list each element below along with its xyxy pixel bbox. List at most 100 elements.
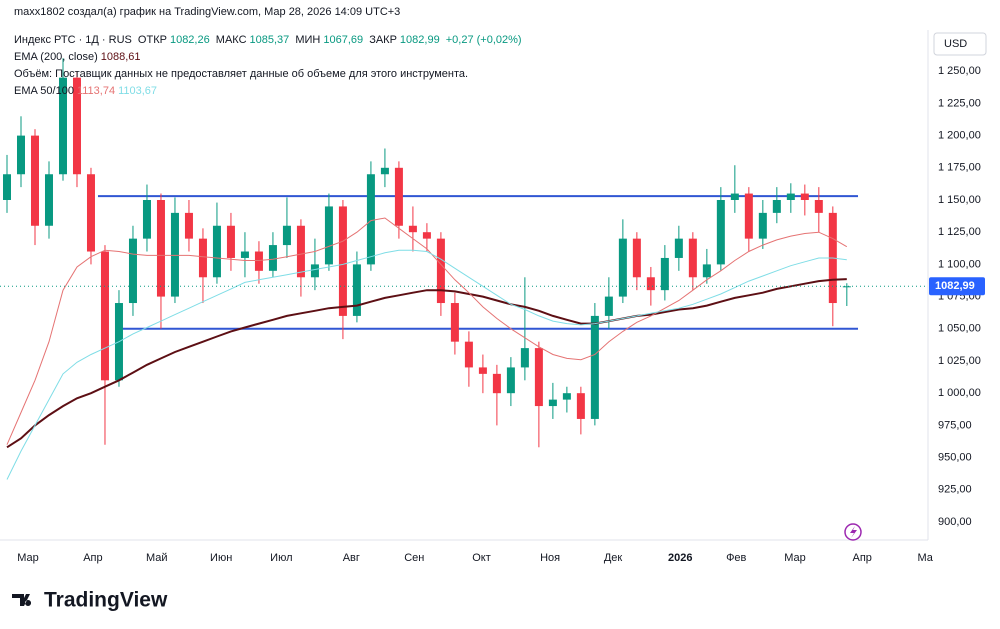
- x-tick-label: Апр: [853, 552, 872, 564]
- lightning-icon[interactable]: [844, 523, 862, 541]
- candle-body: [198, 238, 207, 278]
- price-tag-label: 1082,99: [935, 280, 975, 292]
- currency-box[interactable]: [933, 32, 987, 56]
- change: +0,27 (+0,02%): [445, 34, 522, 46]
- candle-body: [436, 238, 445, 304]
- y-tick-label: 1 250,00: [938, 65, 981, 77]
- candle-body: [506, 367, 515, 394]
- volume-note: Объём: Поставщик данных не предоставляет…: [14, 68, 469, 80]
- legend-name: EMA (200, close): [14, 51, 98, 63]
- candle-body: [618, 238, 627, 297]
- candle-body: [576, 393, 585, 419]
- ema-line: [6, 278, 847, 449]
- candle-body: [86, 174, 95, 252]
- y-tick-label: 900,00: [938, 516, 972, 528]
- candle-body: [464, 341, 473, 368]
- candle-body: [520, 348, 529, 368]
- y-tick-label: 1 000,00: [938, 387, 981, 399]
- y-tick-label: 1 025,00: [938, 355, 981, 367]
- candle-body: [58, 77, 67, 175]
- y-tick-label: 1 225,00: [938, 97, 981, 109]
- candle-body: [352, 264, 361, 316]
- candle-body: [268, 245, 277, 271]
- candle-body: [744, 193, 753, 239]
- x-tick-label: Дек: [604, 552, 623, 564]
- candle-body: [800, 193, 809, 200]
- y-tick-label: 1 175,00: [938, 162, 981, 174]
- candle-body: [128, 238, 137, 304]
- ohlc-name: МАКС: [215, 34, 247, 46]
- x-tick-label: Сен: [404, 552, 424, 564]
- x-tick-label: Мар: [784, 552, 806, 564]
- candle-body: [380, 167, 389, 175]
- x-tick-label: Фев: [726, 552, 746, 564]
- candle-body: [338, 206, 347, 316]
- candle-body: [814, 200, 823, 213]
- legend-name: EMA 50/100: [14, 85, 74, 97]
- candle-body: [296, 225, 305, 278]
- candle-body: [184, 212, 193, 239]
- y-tick-label: 1 125,00: [938, 226, 981, 238]
- y-tick-label: 1 150,00: [938, 194, 981, 206]
- candle-body: [30, 135, 39, 226]
- ohlc-name: МИН: [295, 34, 321, 46]
- x-tick-label: Окт: [472, 552, 491, 564]
- ohlc-name: ЗАКР: [369, 34, 397, 46]
- symbol: Индекс РТС · 1Д · RUS: [14, 34, 132, 46]
- ohlc-value: 1067,69: [323, 34, 364, 46]
- candle-body: [72, 77, 81, 175]
- candle-body: [16, 135, 25, 175]
- x-tick-label: 2026: [668, 552, 692, 564]
- lightning-icon: [850, 526, 857, 538]
- candle-body: [240, 251, 249, 258]
- legend-value: 1088,61: [100, 51, 141, 63]
- candle-body: [534, 348, 543, 407]
- ema-line: [6, 249, 847, 480]
- ohlc-name: ОТКР: [137, 34, 167, 46]
- ohlc-value: 1082,26: [169, 34, 210, 46]
- candle-body: [212, 225, 221, 278]
- x-tick-label: Ма: [917, 552, 933, 564]
- y-tick-label: 1 100,00: [938, 258, 981, 270]
- candle-body: [688, 238, 697, 278]
- candle-body: [142, 200, 151, 239]
- candle-body: [632, 238, 641, 278]
- candle-body: [254, 251, 263, 271]
- candle-body: [604, 296, 613, 316]
- candle-body: [492, 373, 501, 394]
- candle-body: [786, 193, 795, 200]
- ohlc-value: 1082,99: [399, 34, 440, 46]
- candle-body: [716, 200, 725, 265]
- y-tick-label: 950,00: [938, 451, 972, 463]
- candle-body: [156, 200, 165, 297]
- legend-row: EMA 50/100 1113,74 1103,67: [14, 85, 160, 97]
- candle-body: [758, 212, 767, 239]
- candle-body: [842, 286, 851, 288]
- candle-body: [2, 174, 11, 200]
- candle-body: [702, 264, 711, 278]
- legend-row: EMA (200, close) 1088,61: [14, 51, 144, 63]
- logo: [12, 594, 32, 606]
- candle-body: [226, 225, 235, 258]
- y-tick-label: 975,00: [938, 419, 972, 431]
- candle-body: [324, 206, 333, 265]
- candle-body: [646, 277, 655, 291]
- legend-value: 1113,74: [76, 85, 116, 97]
- price-tag: [929, 277, 985, 296]
- x-tick-label: Июл: [270, 552, 292, 564]
- y-tick-label: 1 050,00: [938, 323, 981, 335]
- candle-body: [730, 193, 739, 200]
- candle-body: [44, 174, 53, 226]
- attribution: maxx1802 создал(а) график на TradingView…: [14, 6, 401, 18]
- x-tick-label: Ноя: [540, 552, 560, 564]
- currency: USD: [944, 38, 967, 50]
- x-tick-label: Июн: [210, 552, 232, 564]
- candle-body: [450, 303, 459, 342]
- ohlc-value: 1085,37: [249, 34, 290, 46]
- y-tick-label: 925,00: [938, 484, 972, 496]
- candle-body: [674, 238, 683, 258]
- candle-body: [366, 174, 375, 265]
- candle-body: [282, 225, 291, 246]
